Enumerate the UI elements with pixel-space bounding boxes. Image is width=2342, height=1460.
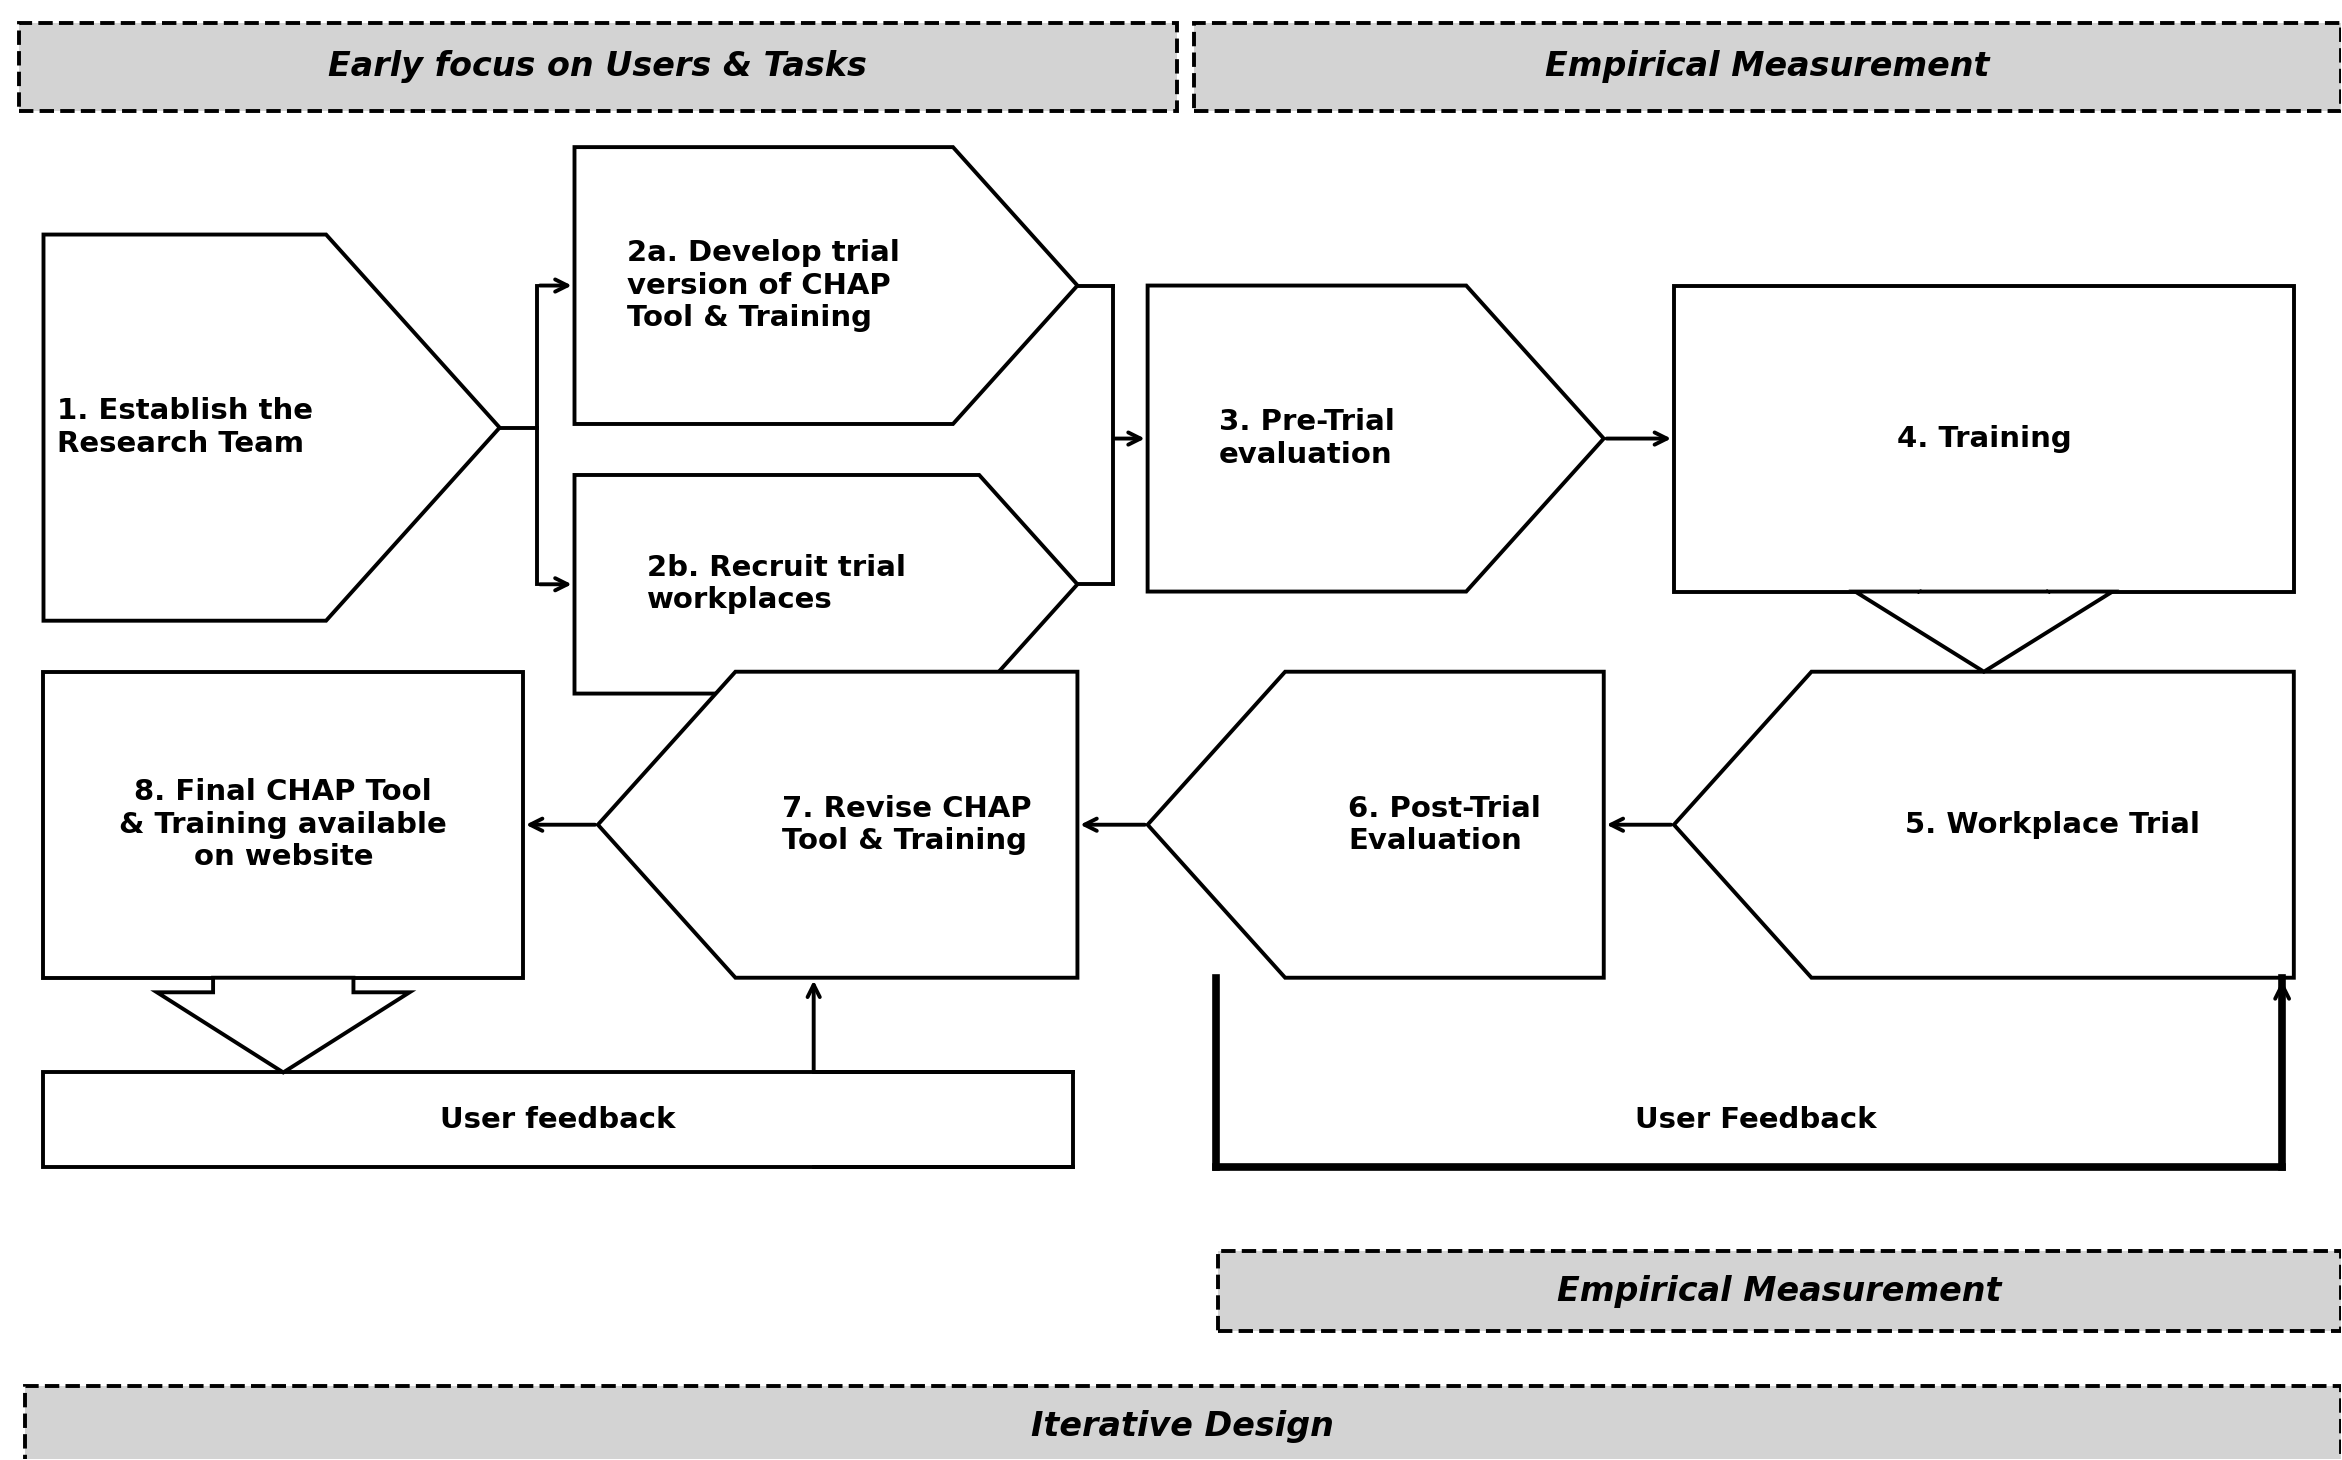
Polygon shape [1855, 591, 2112, 672]
Text: Early focus on Users & Tasks: Early focus on Users & Tasks [328, 51, 867, 83]
Text: 4. Training: 4. Training [1897, 425, 2070, 453]
Text: User feedback: User feedback [440, 1105, 677, 1134]
Text: 3. Pre-Trial
evaluation: 3. Pre-Trial evaluation [1218, 409, 1396, 469]
Text: Empirical Measurement: Empirical Measurement [1557, 1275, 2002, 1308]
Text: 2a. Develop trial
version of CHAP
Tool & Training: 2a. Develop trial version of CHAP Tool &… [628, 239, 899, 331]
Text: 5. Workplace Trial: 5. Workplace Trial [1904, 810, 2199, 838]
Text: 6. Post-Trial
Evaluation: 6. Post-Trial Evaluation [1349, 794, 1541, 856]
Polygon shape [1148, 286, 1604, 591]
Polygon shape [574, 474, 1077, 694]
Text: 8. Final CHAP Tool
& Training available
on website: 8. Final CHAP Tool & Training available … [119, 778, 447, 872]
FancyBboxPatch shape [1675, 286, 2293, 591]
Polygon shape [574, 147, 1077, 423]
Polygon shape [157, 978, 410, 1073]
FancyBboxPatch shape [44, 672, 522, 978]
Text: Iterative Design: Iterative Design [1030, 1410, 1335, 1442]
Text: Empirical Measurement: Empirical Measurement [1546, 51, 1991, 83]
Polygon shape [1148, 672, 1604, 978]
Polygon shape [597, 672, 1077, 978]
Text: 1. Establish the
Research Team: 1. Establish the Research Team [56, 397, 314, 458]
FancyBboxPatch shape [26, 1387, 2340, 1460]
FancyBboxPatch shape [1218, 1251, 2340, 1332]
FancyBboxPatch shape [19, 23, 1176, 111]
Polygon shape [1675, 672, 2293, 978]
Text: 7. Revise CHAP
Tool & Training: 7. Revise CHAP Tool & Training [782, 794, 1030, 856]
Text: 2b. Recruit trial
workplaces: 2b. Recruit trial workplaces [646, 555, 906, 615]
FancyBboxPatch shape [44, 1073, 1073, 1167]
FancyBboxPatch shape [1194, 23, 2340, 111]
Polygon shape [44, 235, 499, 620]
Text: User Feedback: User Feedback [1635, 1105, 1876, 1134]
